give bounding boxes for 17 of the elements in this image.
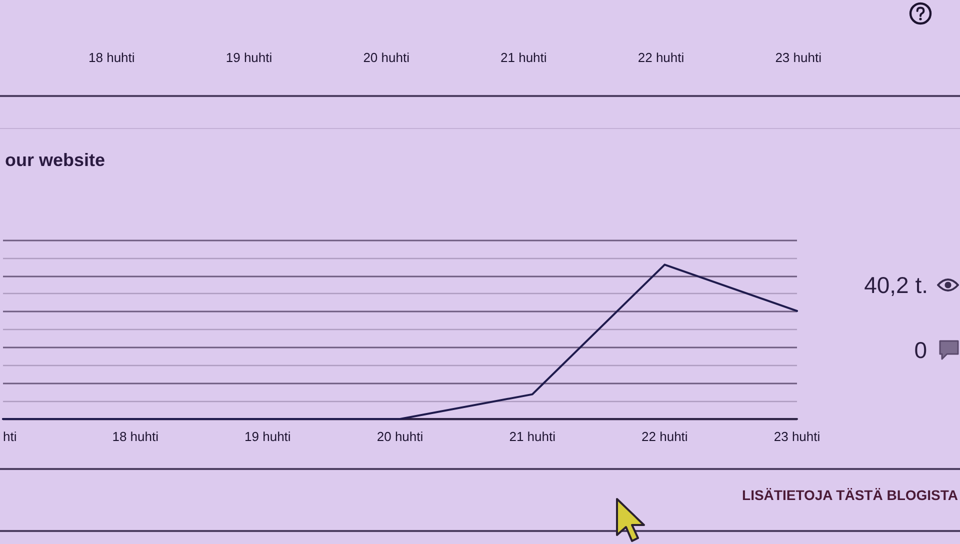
chart-title: our website	[5, 150, 106, 170]
text: 19 huhti	[226, 50, 272, 65]
x-tick-label: 19 huhti	[244, 429, 291, 444]
text: 18 huhti	[88, 50, 135, 65]
x-tick-label: hti	[3, 429, 17, 444]
text: 22 huhti	[638, 50, 684, 65]
x-tick-label: 22 huhti	[642, 429, 688, 444]
x-tick-label: 21 huhti	[509, 429, 556, 444]
x-tick-label: 23 huhti	[774, 429, 820, 444]
text: 23 huhti	[775, 50, 822, 65]
text: 21 huhti	[500, 50, 547, 65]
text: 0	[914, 337, 927, 363]
text: LISÄTIETOJA TÄSTÄ BLOGISTA	[742, 487, 958, 503]
text: 40,2 t.	[864, 272, 928, 298]
text: 20 huhti	[363, 50, 410, 65]
x-tick-label: 18 huhti	[112, 429, 159, 444]
x-tick-label: 20 huhti	[376, 429, 424, 444]
